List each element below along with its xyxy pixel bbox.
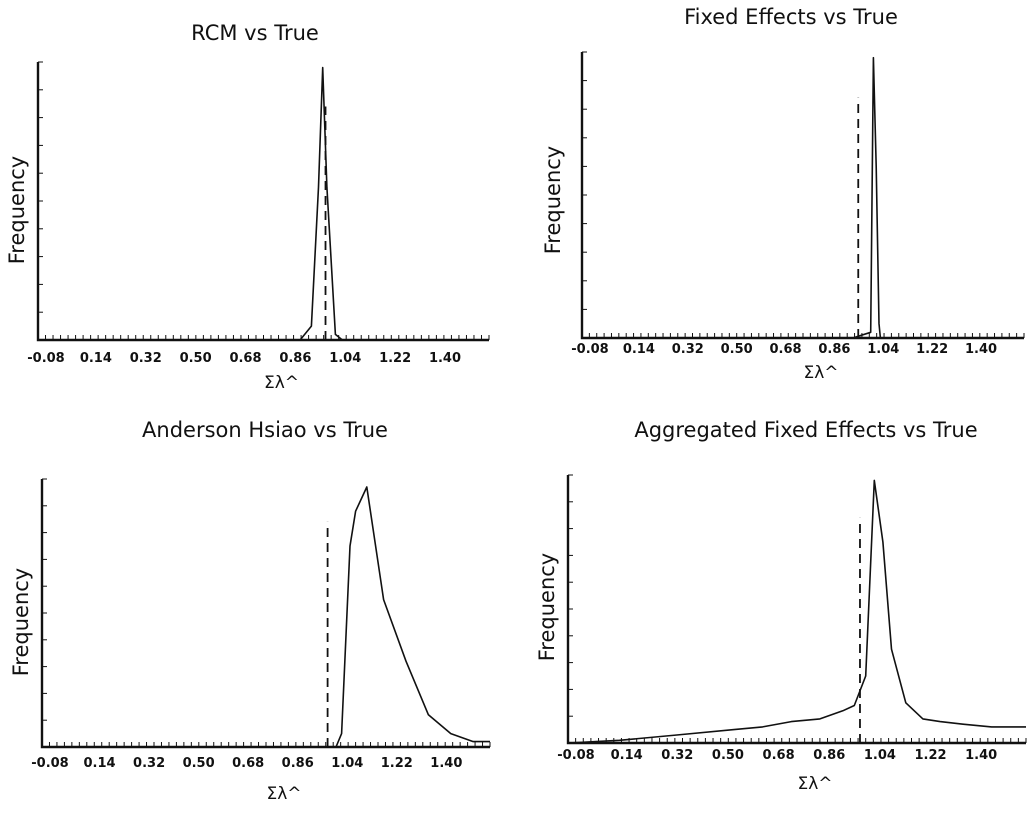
x-tick-label: 0.32 (133, 756, 165, 771)
frequency-curve (42, 486, 490, 748)
x-tick-label: 0.14 (84, 756, 116, 771)
x-axis-label: Σλ^ (803, 363, 838, 383)
x-tick-label: 1.04 (331, 756, 363, 771)
x-tick-label: 0.50 (180, 351, 212, 366)
y-axis-label: Frequency (541, 146, 565, 255)
x-tick-label: 0.68 (763, 748, 795, 763)
x-tick-label: 0.86 (813, 748, 845, 763)
x-tick-label: 1.40 (430, 756, 462, 771)
x-tick-label: 0.14 (611, 748, 643, 763)
axes (580, 52, 1024, 340)
x-tick-label: 1.22 (381, 756, 413, 771)
x-tick-label: 0.86 (282, 756, 314, 771)
x-tick-label: -0.08 (27, 351, 64, 366)
x-tick-label: -0.08 (31, 756, 68, 771)
frequency-curve (582, 56, 1024, 339)
y-axis-label: Frequency (9, 568, 33, 677)
panel-fixed-effects: Fixed Effects vs True Frequency -0.08 0.14 0… (541, 5, 1025, 383)
y-axis-label: Frequency (535, 553, 559, 662)
chart-title: Aggregated Fixed Effects vs True (634, 418, 977, 442)
x-tick-label: 1.04 (864, 748, 896, 763)
x-tick-label: 1.40 (965, 342, 997, 357)
x-tick-label: 1.22 (379, 351, 411, 366)
x-tick-label: 0.32 (130, 351, 162, 366)
x-tick-label: 0.32 (672, 342, 704, 357)
frequency-curve (567, 479, 1026, 744)
x-tick-label: 0.50 (183, 756, 215, 771)
x-tick-label: 0.14 (623, 342, 655, 357)
x-tick-label: 0.86 (818, 342, 850, 357)
x-tick-label: 0.50 (712, 748, 744, 763)
x-tick-label: 1.22 (916, 342, 948, 357)
axes (36, 62, 489, 342)
frequency-curve (299, 66, 489, 341)
panel-aggregated-fixed-effects: Aggregated Fixed Effects vs True Frequenc… (535, 418, 1027, 794)
x-tick-label: -0.08 (557, 748, 594, 763)
x-axis-label: Σλ^ (266, 784, 301, 804)
axes (566, 475, 1026, 745)
x-tick-label: 1.04 (867, 342, 899, 357)
axes (40, 479, 490, 749)
chart-title: Anderson Hsiao vs True (142, 418, 388, 442)
x-axis-label: Σλ^ (264, 373, 299, 393)
panel-rcm: RCM vs True Frequency -0.08 0.14 0.32 0.50 0.6… (5, 21, 490, 393)
x-tick-label: 1.22 (915, 748, 947, 763)
y-axis-label: Frequency (5, 156, 29, 265)
chart-title: RCM vs True (191, 21, 319, 45)
x-tick-label: 1.04 (329, 351, 361, 366)
x-tick-label: 0.68 (769, 342, 801, 357)
x-tick-label: 0.68 (232, 756, 264, 771)
x-tick-label: 1.40 (429, 351, 461, 366)
x-tick-label: 0.68 (229, 351, 261, 366)
x-tick-label: 0.86 (279, 351, 311, 366)
x-axis-label: Σλ^ (797, 774, 832, 794)
x-tick-label: -0.08 (571, 342, 608, 357)
chart-title: Fixed Effects vs True (684, 5, 898, 29)
panel-anderson-hsiao: Anderson Hsiao vs True Frequency -0.08 0.14… (9, 418, 491, 804)
x-tick-label: 0.14 (80, 351, 112, 366)
x-tick-label: 0.50 (721, 342, 753, 357)
x-tick-label: 0.32 (661, 748, 693, 763)
x-tick-label: 1.40 (965, 748, 997, 763)
